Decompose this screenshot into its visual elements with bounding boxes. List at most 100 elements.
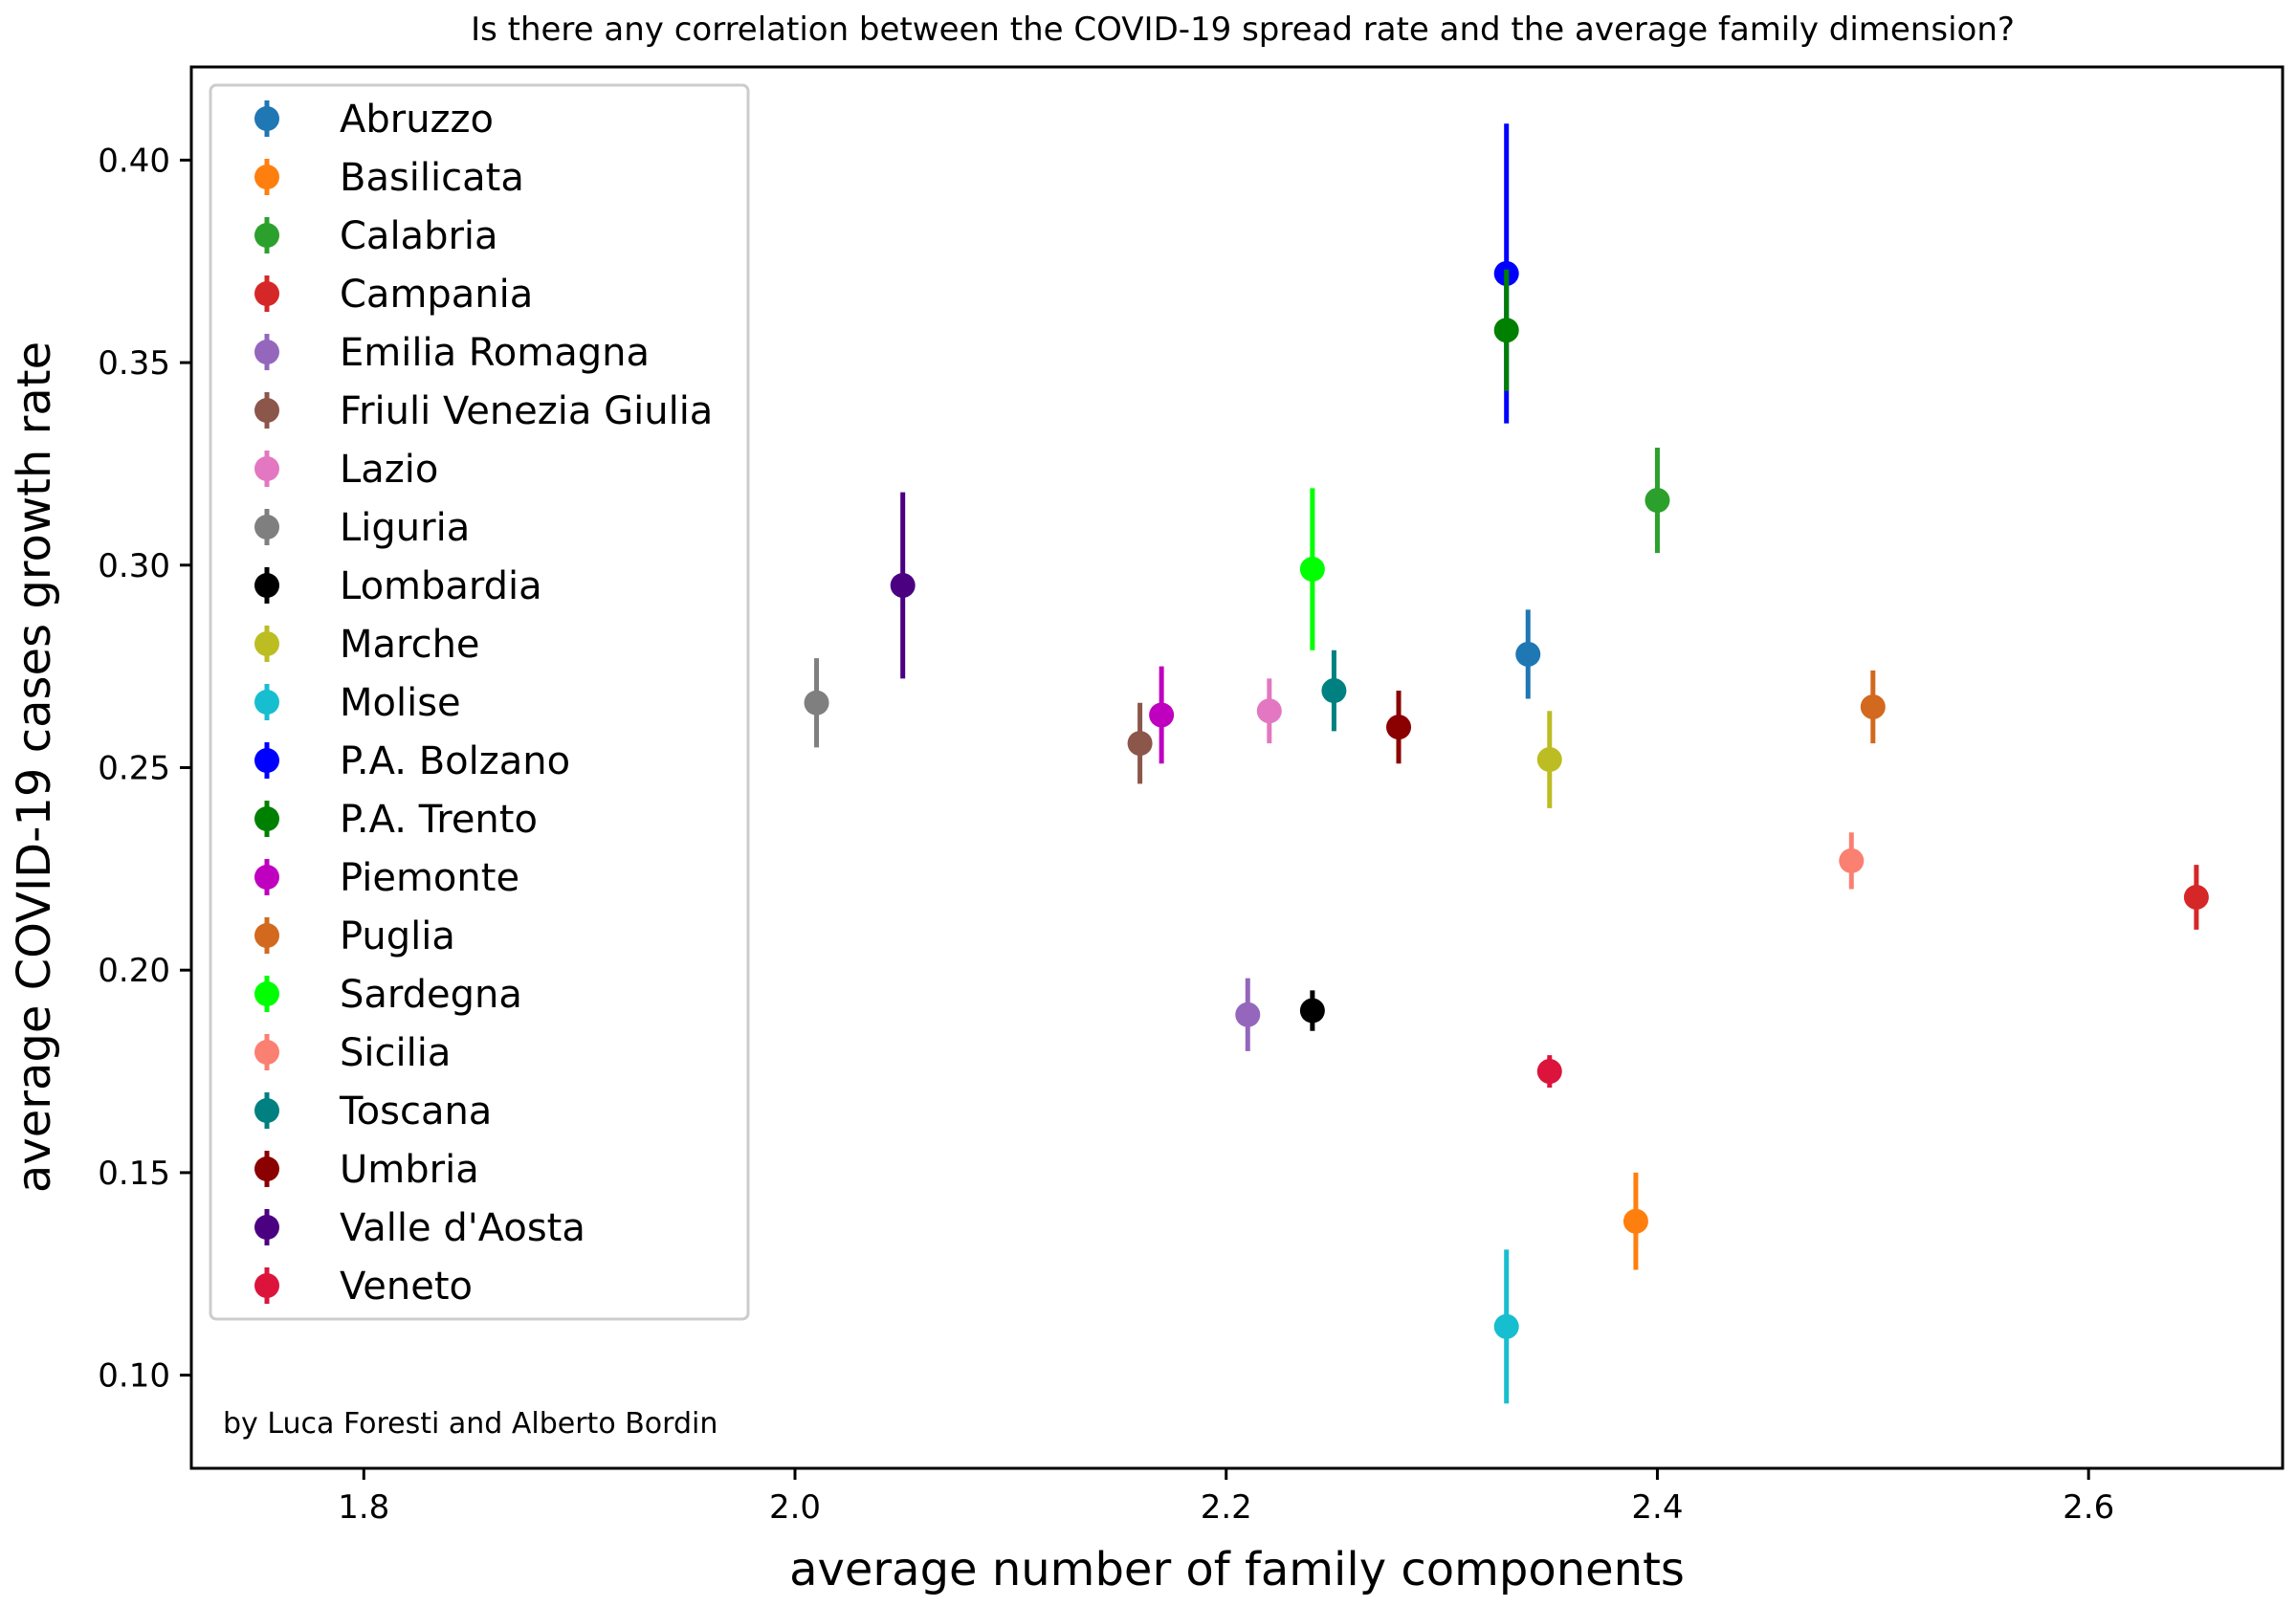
legend-label: Abruzzo [340,98,494,142]
y-tick-label: 0.35 [98,344,170,383]
legend-marker [254,281,279,306]
legend-marker [254,865,279,890]
data-point [1299,990,1325,1031]
legend-frame [209,83,750,1321]
legend-marker [254,340,279,364]
point-marker [1149,702,1175,728]
legend-item: Piemonte [254,856,519,900]
legend-label: Toscana [339,1090,492,1134]
legend-marker [254,690,279,715]
legend-label: Basilicata [340,156,524,200]
data-point [1321,649,1347,732]
credit-annotation: by Luca Foresti and Alberto Bordin [223,1407,718,1441]
legend-item: Valle d'Aosta [254,1206,585,1250]
x-axis-label: average number of family components [789,1543,1685,1596]
legend-item: Friuli Venezia Giulia [254,389,713,433]
legend-label: Sardegna [340,973,522,1017]
data-point [1839,832,1865,890]
data-point [1536,711,1562,808]
legend-label: Calabria [340,214,498,258]
legend-item: Abruzzo [254,98,494,142]
legend-item: P.A. Bolzano [254,739,570,783]
legend-label: Liguria [340,506,470,550]
legend-marker [254,573,279,598]
y-tick-label: 0.25 [98,750,170,788]
legend-marker [254,1215,279,1240]
chart-title: Is there any correlation between the COV… [471,11,2015,49]
data-point [1256,678,1282,744]
legend-item: Puglia [254,914,455,958]
point-marker [804,690,829,715]
point-marker [1493,1313,1519,1339]
data-point [1536,1055,1562,1088]
legend-marker [254,456,279,481]
legend-item: Toscana [254,1090,492,1134]
legend-item: P.A. Trento [254,798,538,842]
legend-marker [254,223,279,248]
legend: Abruzzo Basilicata Calabria Campania Emilia … [209,83,750,1321]
legend-label: Molise [340,681,461,725]
legend-label: P.A. Bolzano [340,739,570,783]
y-tick-label: 0.40 [98,142,170,180]
data-point [1149,666,1175,764]
legend-label: Umbria [340,1148,479,1192]
point-marker [1623,1208,1648,1234]
legend-marker [254,806,279,831]
legend-label: Lombardia [340,564,542,608]
data-point [1299,488,1325,650]
legend-marker [254,398,279,423]
legend-label: Sicilia [340,1031,451,1075]
legend-item: Lombardia [254,564,542,608]
data-point [804,658,829,748]
y-axis: 0.10 0.15 0.20 0.25 0.30 0.35 0.40 [98,142,191,1396]
point-marker [1321,678,1347,704]
point-marker [1493,318,1519,343]
legend-label: Lazio [340,448,438,492]
legend-item: Marche [254,623,480,667]
point-marker [1256,698,1282,724]
legend-label: Friuli Venezia Giulia [340,389,713,433]
point-marker [1127,731,1153,757]
legend-marker [254,1040,279,1065]
data-point [1493,269,1519,391]
point-marker [1860,693,1886,719]
point-marker [890,572,916,598]
legend-label: Puglia [340,914,455,958]
x-axis: 1.8 2.0 2.2 2.4 2.6 [338,1468,2114,1527]
legend-label: P.A. Trento [340,798,538,842]
legend-item: Sicilia [254,1031,451,1075]
point-marker [1235,1002,1261,1027]
x-tick-label: 2.0 [769,1488,821,1527]
legend-item: Campania [254,273,533,317]
x-tick-label: 2.4 [1631,1488,1683,1527]
legend-marker [254,1273,279,1298]
legend-marker [254,631,279,656]
y-tick-label: 0.30 [98,547,170,585]
point-marker [1645,488,1670,514]
point-marker [1536,747,1562,773]
legend-label: Veneto [340,1265,473,1309]
data-point [1645,448,1670,554]
point-marker [1839,848,1865,873]
legend-items: Abruzzo Basilicata Calabria Campania Emilia … [254,98,713,1309]
legend-item: Basilicata [254,156,524,200]
legend-item: Calabria [254,214,498,258]
data-point [1386,691,1412,764]
x-tick-label: 2.6 [2063,1488,2114,1527]
point-marker [2183,884,2209,910]
data-point [1127,702,1153,784]
legend-item: Sardegna [254,973,522,1017]
legend-marker [254,106,279,131]
legend-marker [254,748,279,773]
data-point [1235,978,1261,1051]
y-tick-label: 0.20 [98,952,170,990]
legend-item: Emilia Romagna [254,331,650,375]
data-point [1860,670,1886,744]
legend-label: Emilia Romagna [340,331,650,375]
point-marker [1299,998,1325,1024]
legend-marker [254,1156,279,1181]
y-axis-label: average COVID-19 cases growth rate [8,341,61,1193]
point-marker [1299,557,1325,583]
legend-marker [254,923,279,948]
x-tick-label: 1.8 [338,1488,389,1527]
